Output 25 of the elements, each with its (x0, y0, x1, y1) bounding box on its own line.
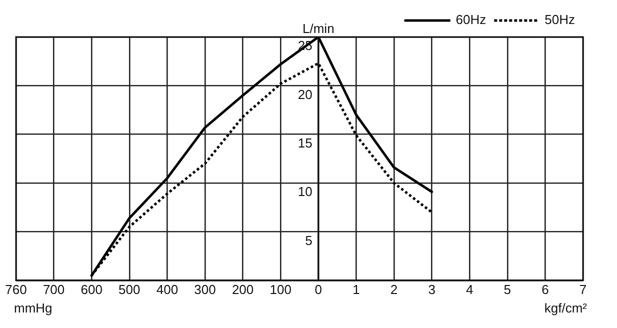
x-tick-label: 1 (352, 282, 360, 297)
x-tick-label: 700 (42, 282, 65, 297)
x-tick-label: 7 (579, 282, 587, 297)
x-tick-label: 600 (80, 282, 102, 297)
y-tick-label: 15 (298, 135, 312, 150)
x-tick-label: 3 (428, 282, 436, 297)
y-tick-label: 5 (305, 232, 312, 248)
x-tick-label: 4 (466, 282, 474, 297)
x-tick-label: 100 (270, 282, 292, 297)
x-tick-label: 2 (390, 282, 398, 297)
legend-label: 50Hz (544, 12, 576, 28)
text: mmHg (14, 300, 52, 316)
x-tick-label: 6 (542, 282, 549, 297)
y-tick-label: 20 (298, 86, 312, 102)
x-tick-label: 400 (156, 282, 178, 297)
x-tick-label: 5 (504, 282, 512, 297)
x-axis-title: kgf/cm² (544, 300, 588, 316)
y-axis-title: L/min (302, 21, 334, 36)
x-tick-label: 500 (118, 282, 140, 297)
x-tick-label: 300 (194, 282, 216, 297)
x-tick-label: 760 (5, 282, 27, 297)
legend-label: 60Hz (456, 12, 486, 28)
y-tick-label: 10 (298, 184, 312, 200)
x-tick-label: 0 (314, 282, 322, 297)
x-tick-label: 200 (232, 282, 254, 297)
